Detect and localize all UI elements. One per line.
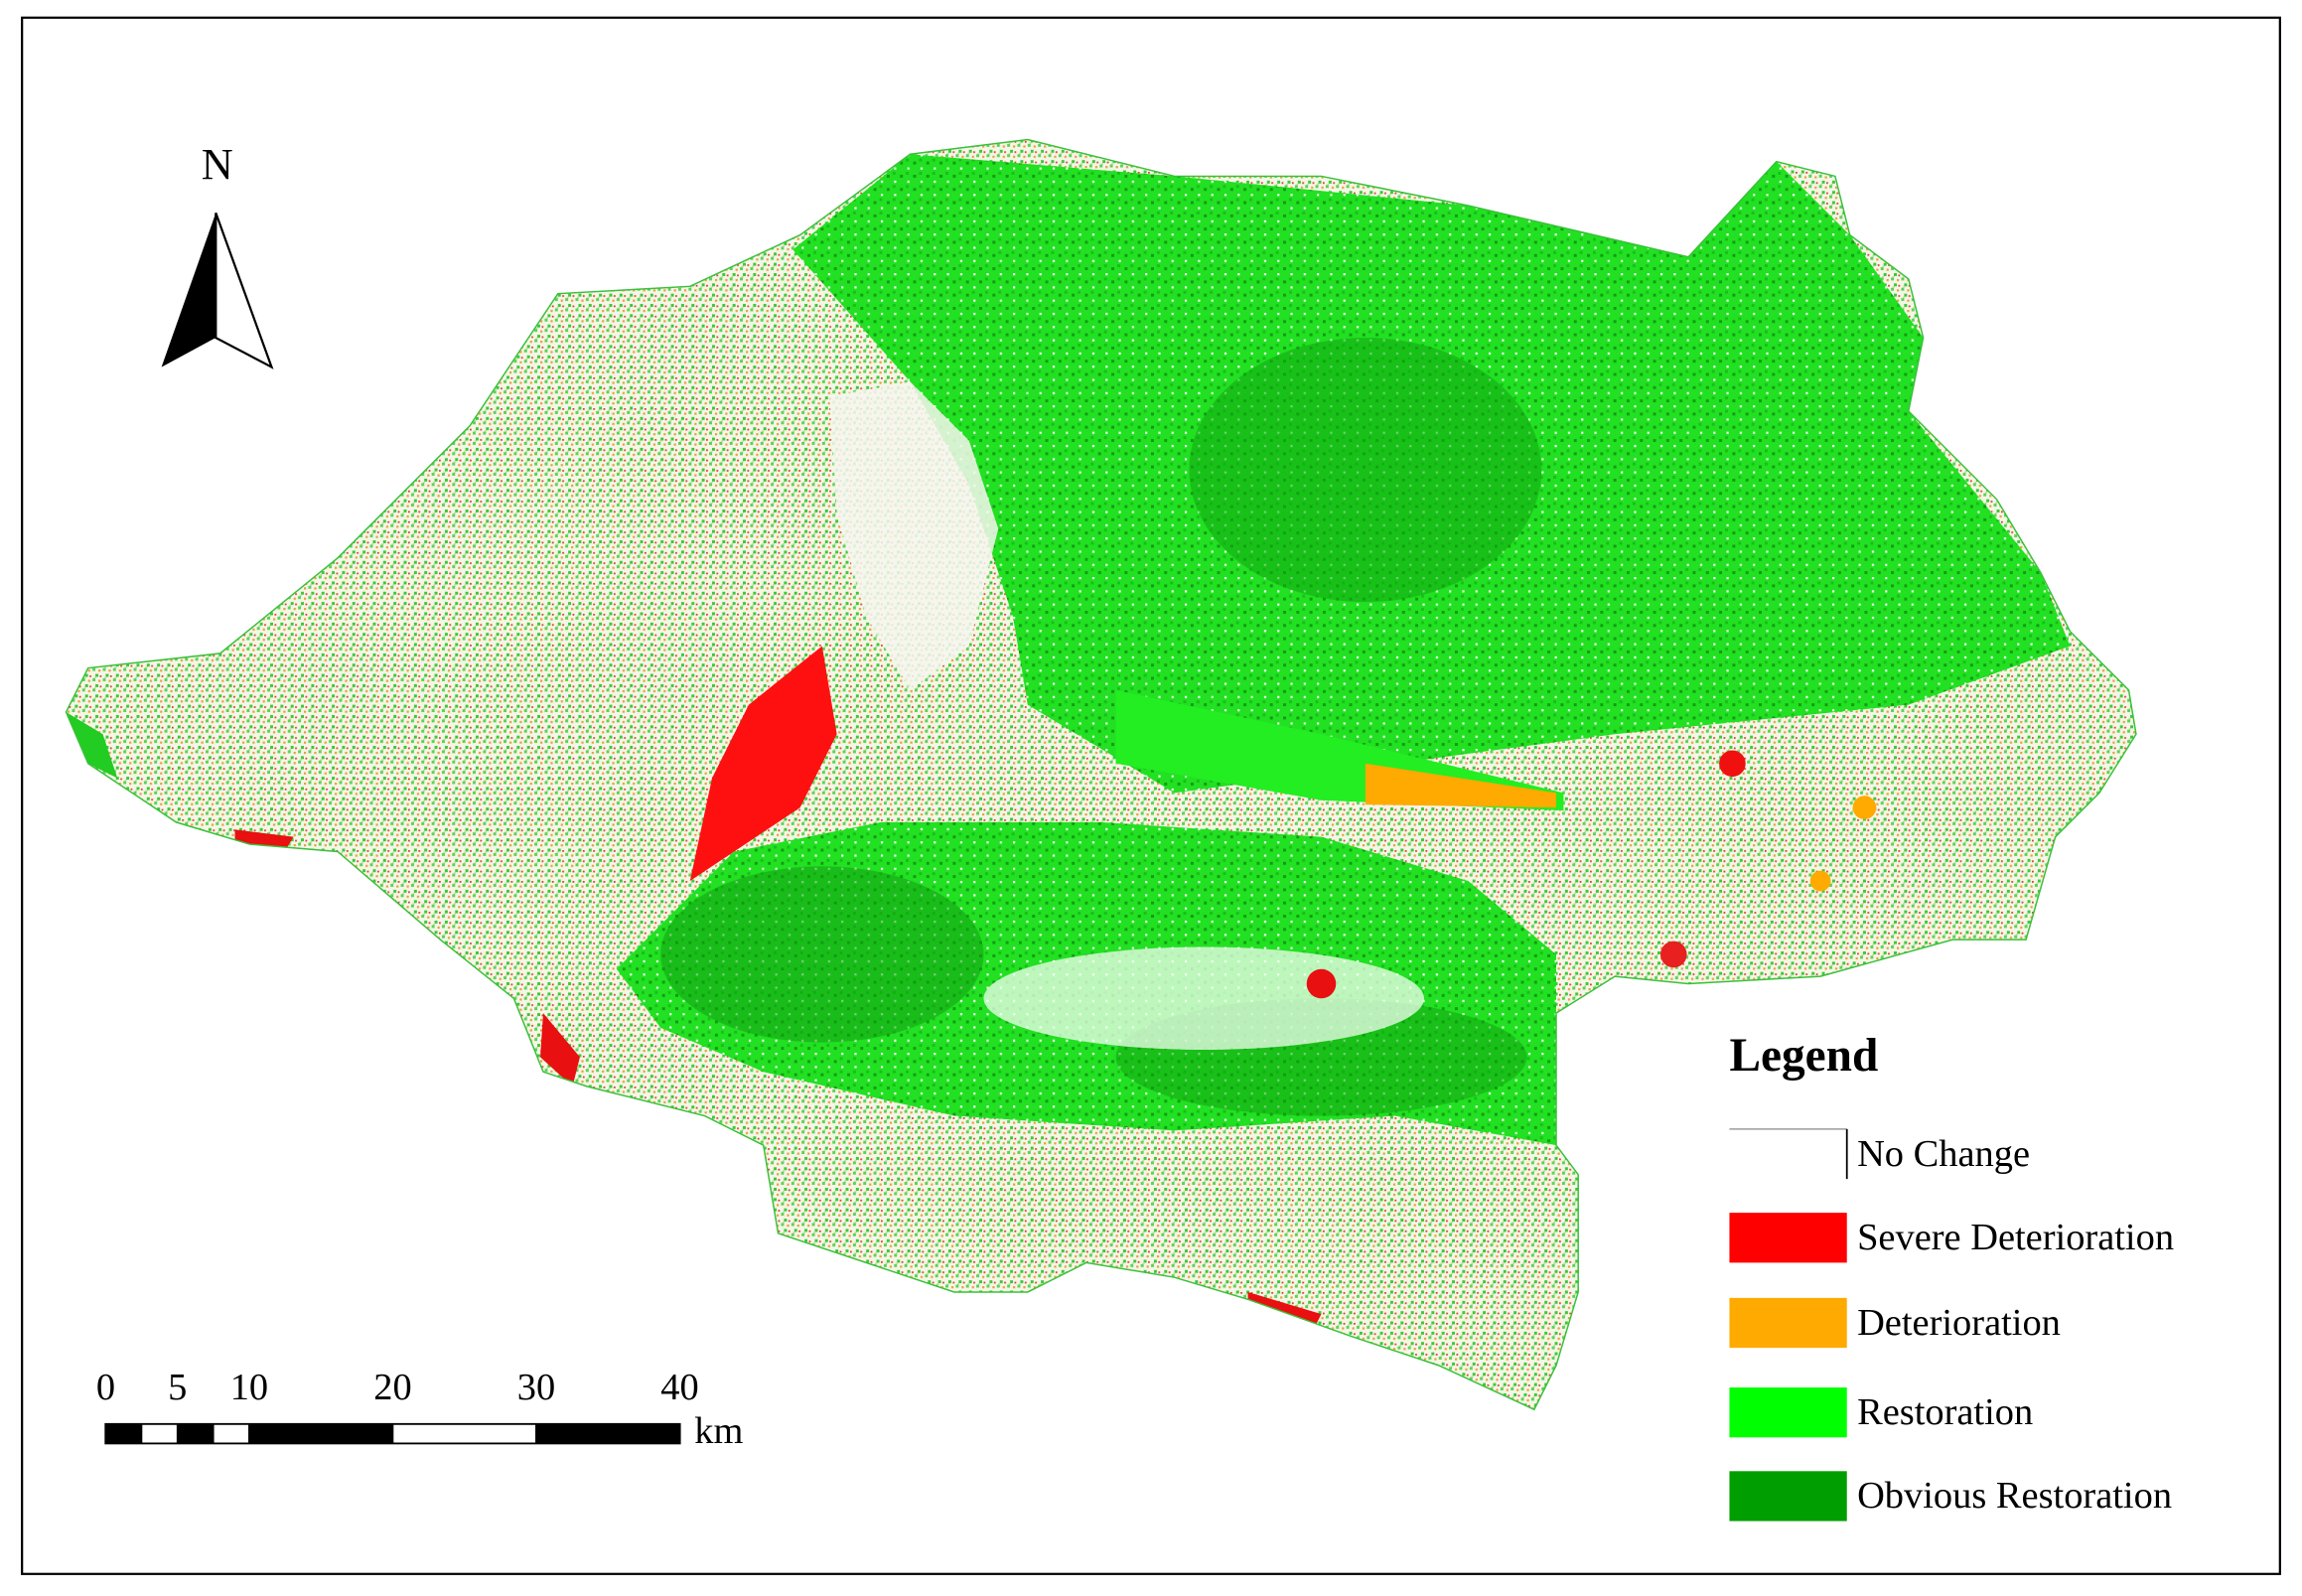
north-arrow [161, 213, 216, 367]
scale-tick-label: 0 [96, 1367, 115, 1408]
scale-segment [176, 1423, 215, 1444]
scale-segment [213, 1423, 250, 1444]
scale-segment [104, 1423, 143, 1444]
scale-tick-label: 40 [660, 1367, 698, 1408]
scale-tick-label: 10 [230, 1367, 268, 1408]
frame [21, 16, 2281, 1575]
legend-title: Legend [1729, 1030, 1878, 1082]
north-label: N [202, 139, 233, 189]
legend-label: Severe Deterioration [1857, 1217, 2174, 1258]
legend-label: No Change [1857, 1133, 2030, 1175]
legend-label: Restoration [1857, 1391, 2033, 1433]
legend-swatch [1729, 1471, 1847, 1522]
legend-swatch [1729, 1297, 1847, 1349]
scale-unit: km [694, 1410, 743, 1452]
scale-tick-label: 5 [168, 1367, 187, 1408]
scale-segment [535, 1423, 681, 1444]
scale-tick-label: 30 [517, 1367, 555, 1408]
legend-swatch [1729, 1128, 1847, 1180]
scale-segment [391, 1423, 537, 1444]
north-arrow [215, 213, 274, 369]
scale-segment [248, 1423, 394, 1444]
legend: No Change Severe Deterioration Deteriorati… [1729, 1128, 2174, 1522]
legend-label: Deterioration [1857, 1302, 2061, 1344]
legend-swatch [1729, 1387, 1847, 1438]
legend-swatch [1729, 1213, 1847, 1263]
scale-tick-label: 20 [373, 1367, 411, 1408]
scale-segment [140, 1423, 179, 1444]
legend-label: Obvious Restoration [1857, 1475, 2172, 1517]
